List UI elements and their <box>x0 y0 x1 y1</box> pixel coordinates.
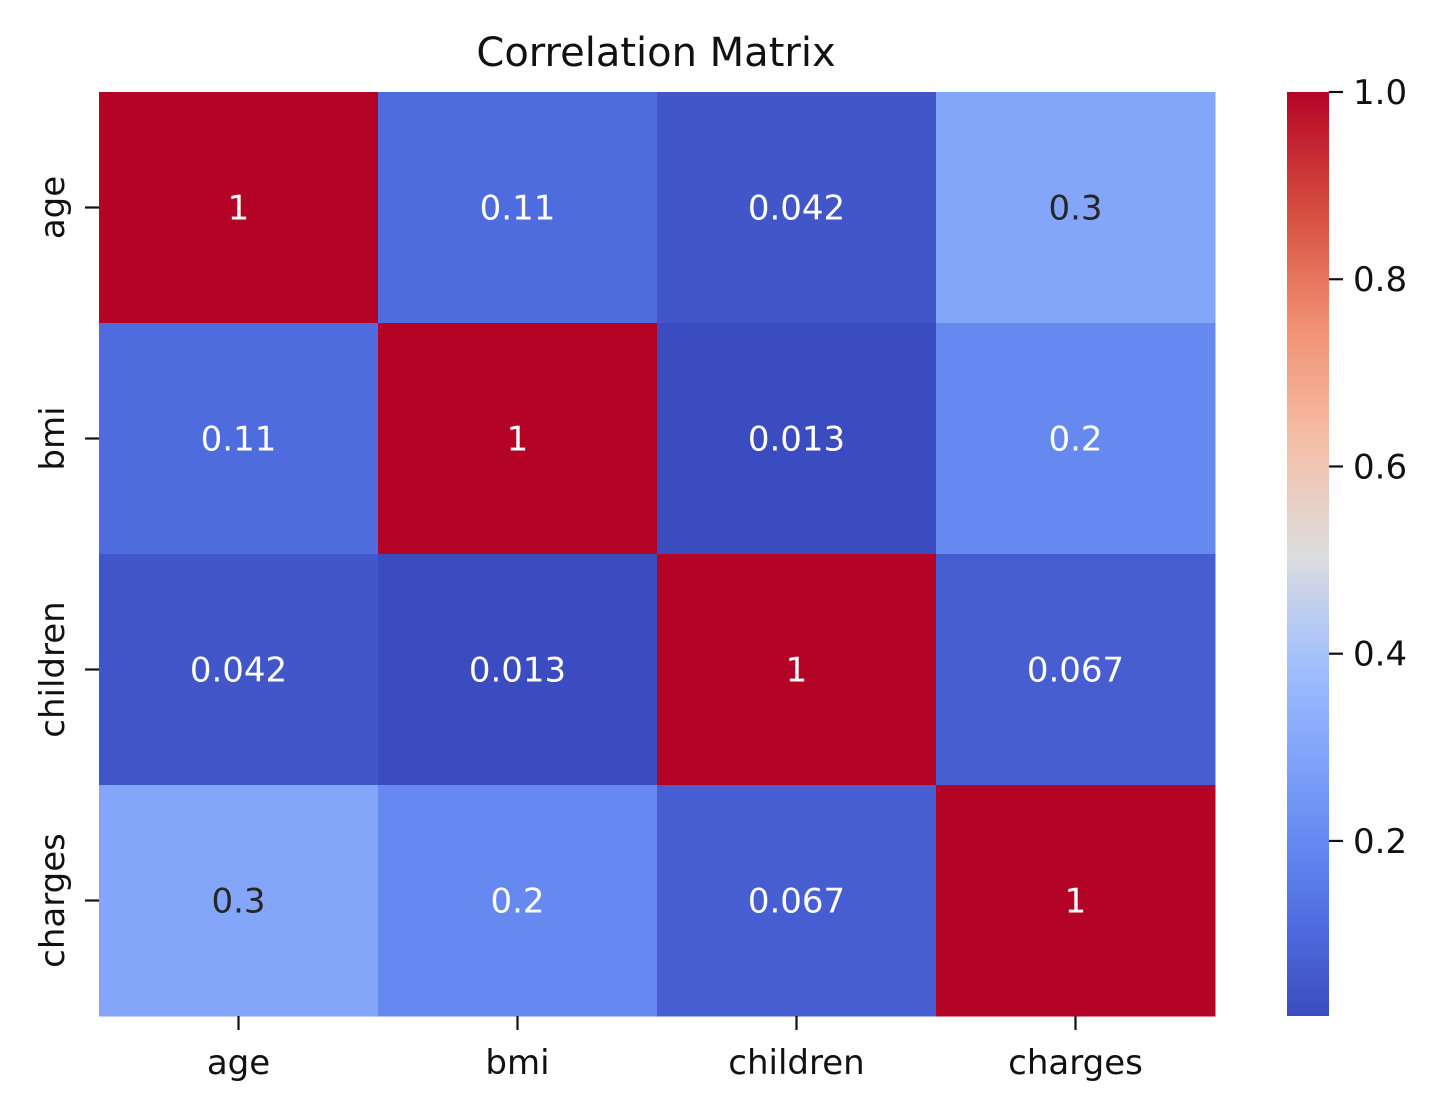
cell-annotation: 0.067 <box>748 882 845 922</box>
cell-annotation: 0.013 <box>748 420 845 460</box>
heatmap-cell <box>99 785 379 1017</box>
chart-title: Correlation Matrix <box>476 30 835 76</box>
y-tick-label: charges <box>33 833 73 968</box>
x-tick-label: charges <box>1008 1043 1143 1083</box>
heatmap-cell <box>657 323 937 555</box>
cell-annotation: 0.2 <box>1048 420 1102 460</box>
y-tick-label: bmi <box>33 406 73 470</box>
colorbar-tick-label: 0.2 <box>1353 822 1407 862</box>
colorbar-tick-label: 0.6 <box>1353 447 1407 487</box>
cell-annotation: 0.2 <box>490 882 544 922</box>
y-tick-label: age <box>33 176 73 239</box>
cell-annotation: 0.3 <box>1048 189 1102 229</box>
heatmap-cell <box>657 554 937 786</box>
y-axis: age bmi children charges <box>33 176 99 968</box>
cell-annotation: 1 <box>1065 882 1087 922</box>
heatmap-cell <box>936 785 1216 1017</box>
heatmap-cell <box>99 323 379 555</box>
heatmap-cell <box>378 785 658 1017</box>
heatmap-cell <box>657 785 937 1017</box>
cell-annotation: 1 <box>786 651 808 691</box>
x-tick-label: children <box>728 1043 864 1083</box>
cell-annotation: 0.11 <box>480 189 556 229</box>
heatmap-cells <box>99 92 1216 1017</box>
colorbar-gradient <box>1287 92 1329 1016</box>
heatmap-cell <box>378 323 658 555</box>
cell-annotation: 0.3 <box>211 882 265 922</box>
cell-annotation: 1 <box>228 189 250 229</box>
colorbar: 0.2 0.4 0.6 0.8 1.0 <box>1287 73 1407 1016</box>
cell-annotation: 0.067 <box>1027 651 1124 691</box>
x-tick-label: bmi <box>485 1043 549 1083</box>
x-axis: age bmi children charges <box>207 1016 1143 1083</box>
y-tick-label: children <box>33 601 73 737</box>
heatmap-cell <box>936 92 1216 324</box>
heatmap-cell <box>936 323 1216 555</box>
cell-annotation: 1 <box>507 420 529 460</box>
heatmap-cell <box>378 92 658 324</box>
heatmap-cell <box>378 554 658 786</box>
cell-annotation: 0.11 <box>201 420 277 460</box>
heatmap-cell <box>936 554 1216 786</box>
cell-annotations: 1 0.11 0.042 0.3 0.11 1 0.013 0.2 0.042 0.013 1 0.0… <box>190 189 1124 922</box>
heatmap-cell <box>99 92 379 324</box>
heatmap-cell <box>657 92 937 324</box>
colorbar-tick-label: 1.0 <box>1353 73 1407 113</box>
x-tick-label: age <box>207 1043 270 1083</box>
cell-annotation: 0.042 <box>748 189 845 229</box>
cell-annotation: 0.042 <box>190 651 287 691</box>
heatmap-cell <box>99 554 379 786</box>
colorbar-tick-label: 0.8 <box>1353 260 1407 300</box>
cell-annotation: 0.013 <box>469 651 566 691</box>
colorbar-tick-label: 0.4 <box>1353 635 1407 675</box>
